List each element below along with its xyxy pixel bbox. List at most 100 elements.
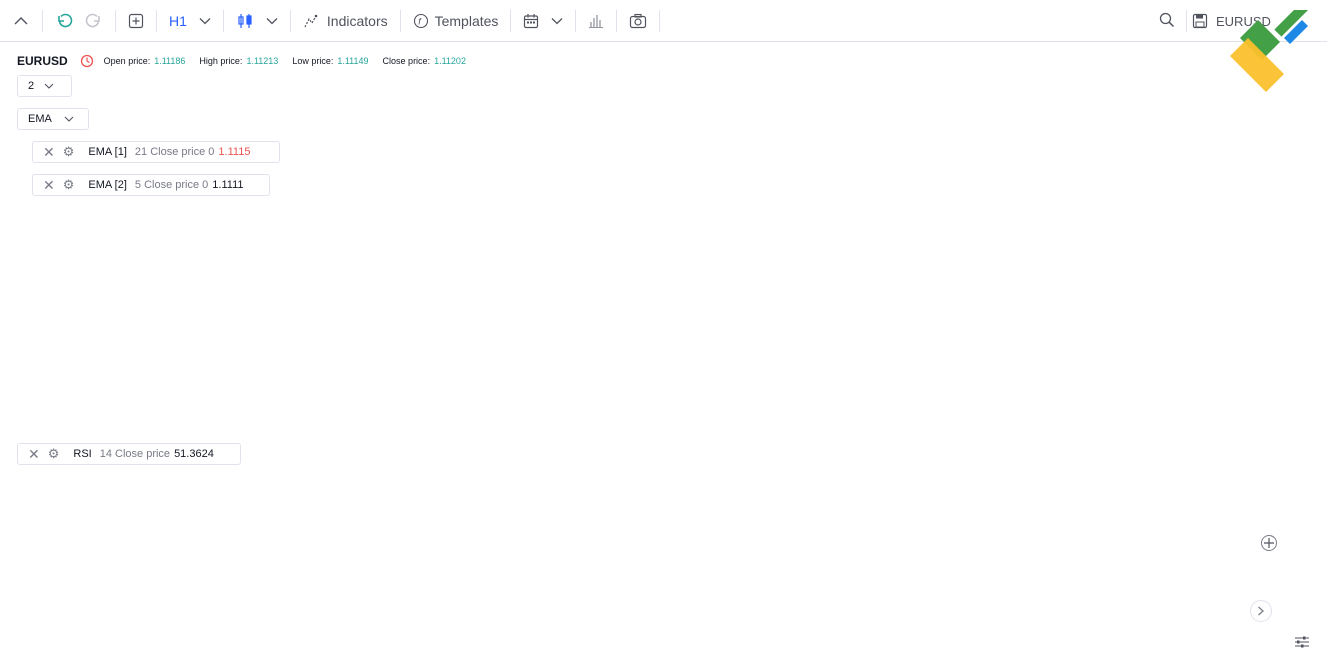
candle-body bbox=[357, 203, 364, 208]
candle-body bbox=[149, 279, 156, 284]
timeframe-chevron-down-icon[interactable] bbox=[193, 6, 217, 36]
chevron-down-icon bbox=[64, 116, 74, 122]
templates-icon: f bbox=[413, 13, 428, 28]
scroll-right-chevron-icon[interactable] bbox=[1250, 600, 1272, 622]
calendar-chevron-down-icon[interactable] bbox=[545, 6, 569, 36]
redo-icon[interactable] bbox=[79, 6, 109, 36]
time-axis: 19 Sep 19, 2024 08:00 15:00 20 05:00 10:00 15:… bbox=[0, 629, 1327, 649]
chart-canvas[interactable]: 1.10600 1.10720 1.10840 1.10960 1.11080 1.112… bbox=[0, 42, 1327, 653]
candle-body bbox=[926, 255, 933, 265]
candle-body bbox=[325, 218, 332, 230]
candle-body bbox=[37, 288, 43, 291]
ema2-legend: ✕ ⚙ EMA [2] 5 Close price 0 1.1111 bbox=[32, 174, 270, 196]
candle-body bbox=[1199, 255, 1205, 258]
candle-body bbox=[349, 201, 356, 204]
price-tick-label: 1.10840 bbox=[1286, 374, 1324, 386]
time-tick-label: 05:00 bbox=[787, 636, 815, 648]
candles-icon[interactable] bbox=[230, 6, 260, 36]
candle-body bbox=[670, 207, 676, 217]
candle-body bbox=[157, 277, 164, 284]
chart-type-chevron-down-icon[interactable] bbox=[260, 6, 284, 36]
candle-body bbox=[45, 279, 51, 291]
search-icon[interactable] bbox=[1158, 11, 1178, 31]
ema1-name: EMA [1] bbox=[88, 146, 127, 158]
candle-body bbox=[662, 207, 668, 210]
candle-body bbox=[726, 294, 732, 300]
time-tick-label: 05:00 bbox=[1238, 636, 1266, 648]
rsi-axis: 19.2490 29.5870 60.6210 70.9390 81.2770 91.61… bbox=[1279, 438, 1327, 631]
price-label-text: 1.1140 bbox=[1285, 253, 1317, 265]
annotation-label: 4 bbox=[1040, 266, 1062, 310]
candle-body bbox=[141, 275, 148, 280]
price-tick-label: 1.11560 bbox=[1286, 218, 1323, 230]
calendar-icon[interactable] bbox=[517, 6, 545, 36]
undo-icon[interactable] bbox=[49, 6, 79, 36]
time-tick-label: 10:00 bbox=[384, 636, 412, 648]
time-tick-label: 15:00 bbox=[206, 636, 234, 648]
candle-body bbox=[1207, 257, 1213, 263]
candle-body bbox=[1102, 133, 1109, 145]
candle-body bbox=[742, 284, 748, 289]
candle-body bbox=[437, 181, 444, 197]
collapse-chevron-up-icon[interactable] bbox=[0, 6, 42, 36]
rsi-value: 51.3624 bbox=[174, 448, 214, 460]
candle-body bbox=[950, 244, 957, 263]
candle-body bbox=[798, 312, 805, 317]
annotations: 1 2 3 4 bbox=[83, 67, 1277, 534]
time-tick-label: 26 bbox=[1200, 636, 1212, 648]
toolbar-divider bbox=[289, 9, 291, 32]
candle-body bbox=[109, 292, 115, 300]
ema1-legend: ✕ ⚙ EMA [1] 21 Close price 0 1.1115 bbox=[32, 141, 280, 163]
candle-body bbox=[574, 205, 580, 207]
indicator-dropdown[interactable]: EMA bbox=[17, 108, 89, 130]
rsi-band bbox=[0, 495, 1278, 599]
candle-body bbox=[686, 344, 692, 367]
candle-body bbox=[718, 299, 724, 308]
indicators-button[interactable]: Indicators bbox=[297, 6, 394, 36]
candle-body bbox=[1054, 144, 1061, 154]
toolbar-divider bbox=[222, 9, 224, 32]
arrow-2 bbox=[629, 105, 713, 199]
time-tick-label: 06:00 bbox=[572, 636, 600, 648]
candle-body bbox=[814, 316, 821, 319]
ema2-settings-gear-icon[interactable]: ⚙ bbox=[62, 177, 75, 192]
candle-body bbox=[21, 275, 27, 284]
open-label: Open price: bbox=[103, 56, 151, 66]
remove-rsi-close-icon[interactable]: ✕ bbox=[28, 445, 40, 462]
price-label-box bbox=[1279, 233, 1327, 248]
price-tick-label: 1.11920 bbox=[1286, 139, 1323, 151]
candle-body bbox=[566, 205, 572, 207]
rsi-settings-gear-icon[interactable]: ⚙ bbox=[47, 446, 60, 461]
candle-body bbox=[269, 192, 276, 210]
timeframe-button[interactable]: H1 bbox=[163, 6, 193, 36]
candle-body bbox=[534, 214, 540, 239]
compare-bars-icon[interactable] bbox=[582, 6, 610, 36]
remove-ema2-close-icon[interactable]: ✕ bbox=[43, 176, 55, 193]
price-tick-label: 1.10960 bbox=[1286, 348, 1324, 360]
add-symbol-icon[interactable] bbox=[122, 6, 150, 36]
candle-body bbox=[181, 353, 188, 367]
rsi-name: RSI bbox=[73, 448, 92, 460]
candle-body bbox=[1231, 264, 1237, 267]
candle-body bbox=[229, 223, 236, 256]
price-tick-label: 1.11320 bbox=[1286, 270, 1323, 282]
low-value: 1.11149 bbox=[337, 56, 369, 66]
count-dropdown[interactable]: 2 bbox=[17, 75, 72, 97]
candle-body bbox=[133, 275, 140, 287]
close-label: Close price: bbox=[382, 56, 431, 66]
candle-body bbox=[518, 194, 524, 197]
candle-body bbox=[381, 210, 388, 211]
settings-sliders-icon[interactable] bbox=[1294, 635, 1312, 649]
snapshot-camera-icon[interactable] bbox=[623, 6, 653, 36]
candle-body bbox=[221, 255, 228, 265]
ema1-settings-gear-icon[interactable]: ⚙ bbox=[62, 144, 75, 159]
candle-body bbox=[822, 314, 829, 319]
time-tick-label: 15:00 bbox=[432, 636, 460, 648]
remove-ema1-close-icon[interactable]: ✕ bbox=[43, 143, 55, 160]
crosshair-plus-icon[interactable] bbox=[1261, 535, 1277, 551]
candle-body bbox=[69, 284, 75, 302]
templates-button[interactable]: f Templates bbox=[407, 6, 505, 36]
candle-body bbox=[846, 323, 853, 328]
candle-body bbox=[245, 196, 252, 208]
ohlc-legend: EURUSD Open price: 1.11186 High price: 1.1… bbox=[17, 54, 466, 68]
